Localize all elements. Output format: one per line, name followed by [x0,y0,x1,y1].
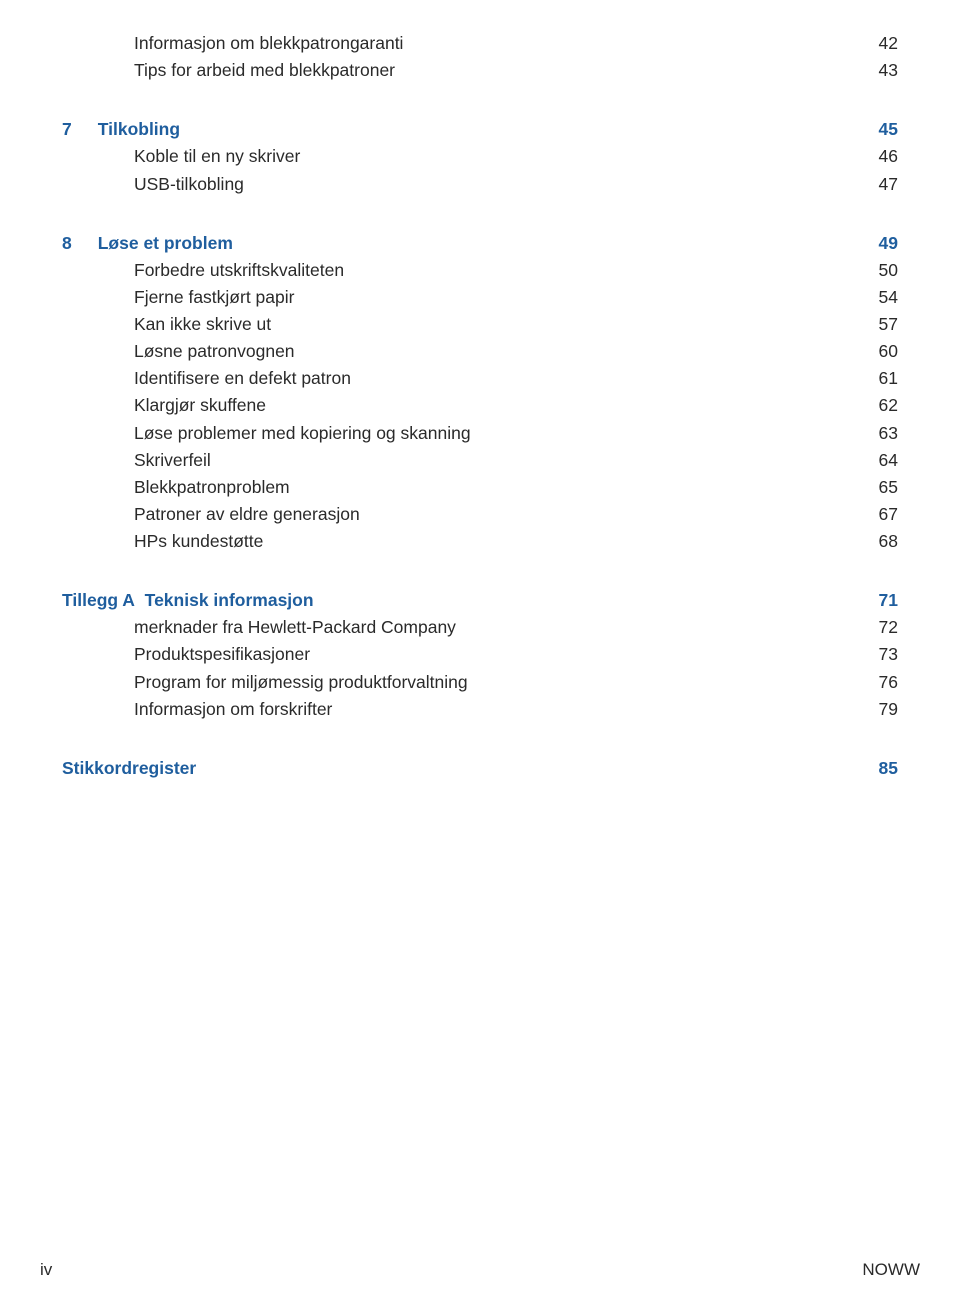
toc-entry-page: 54 [870,284,898,311]
toc-entry-page: 60 [870,338,898,365]
toc-entry[interactable]: Fjerne fastkjørt papir 54 [62,284,898,311]
toc-section-heading[interactable]: Stikkordregister 85 [62,755,898,782]
toc-section-heading[interactable]: Tillegg A Teknisk informasjon 71 [62,587,898,614]
toc-entry-label: Klargjør skuffene [134,392,266,419]
toc-entry[interactable]: Blekkpatronproblem 65 [62,474,898,501]
toc-entry[interactable]: Produktspesifikasjoner 73 [62,641,898,668]
toc-entry[interactable]: Informasjon om blekkpatrongaranti 42 [62,30,898,57]
toc-entry-label: Informasjon om forskrifter [134,696,332,723]
page: Informasjon om blekkpatrongaranti 42 Tip… [0,0,960,1308]
section-title: Stikkordregister [62,755,196,782]
toc-entry[interactable]: Patroner av eldre generasjon 67 [62,501,898,528]
toc-entry-page: 47 [870,171,898,198]
toc-entry-page: 64 [870,447,898,474]
toc-entry-label: Forbedre utskriftskvaliteten [134,257,344,284]
toc-entry-page: 46 [870,143,898,170]
toc-orphan-block: Informasjon om blekkpatrongaranti 42 Tip… [62,30,898,84]
section-number: 8 [62,230,88,257]
toc-entry[interactable]: Informasjon om forskrifter 79 [62,696,898,723]
toc-entry-page: 61 [870,365,898,392]
toc-entry-label: Kan ikke skrive ut [134,311,271,338]
toc-entry-label: Tips for arbeid med blekkpatroner [134,57,395,84]
toc-entry-label: Patroner av eldre generasjon [134,501,360,528]
toc-entry-label: Informasjon om blekkpatrongaranti [134,30,403,57]
toc-entry[interactable]: HPs kundestøtte 68 [62,528,898,555]
toc-entry[interactable]: Identifisere en defekt patron 61 [62,365,898,392]
section-title: Teknisk informasjon [145,587,314,614]
toc-entry-label: Løsne patronvognen [134,338,295,365]
toc-entry-label: Produktspesifikasjoner [134,641,310,668]
toc-entry-page: 57 [870,311,898,338]
toc-entry-page: 68 [870,528,898,555]
toc-entry-label: Skriverfeil [134,447,211,474]
toc-entry-label: Blekkpatronproblem [134,474,290,501]
toc-entry-label: HPs kundestøtte [134,528,263,555]
section-page: 49 [870,230,898,257]
toc-entry-page: 79 [870,696,898,723]
toc-entry-page: 62 [870,392,898,419]
toc-entry-page: 42 [870,30,898,57]
section-page: 45 [870,116,898,143]
toc-entry-page: 73 [870,641,898,668]
toc-entry[interactable]: Koble til en ny skriver 46 [62,143,898,170]
toc-entry[interactable]: Skriverfeil 64 [62,447,898,474]
section-page: 85 [870,755,898,782]
toc-entry[interactable]: Forbedre utskriftskvaliteten 50 [62,257,898,284]
section-page: 71 [870,587,898,614]
toc-entry-page: 43 [870,57,898,84]
toc-entry-label: Løse problemer med kopiering og skanning [134,420,471,447]
toc-entry-page: 65 [870,474,898,501]
toc-entry-page: 63 [870,420,898,447]
toc-entry[interactable]: Program for miljømessig produktforvaltni… [62,669,898,696]
toc-entry[interactable]: Kan ikke skrive ut 57 [62,311,898,338]
toc-entry-page: 50 [870,257,898,284]
toc-entry[interactable]: USB-tilkobling 47 [62,171,898,198]
page-footer: iv NOWW [40,1260,920,1280]
toc-section-heading[interactable]: 8 Løse et problem 49 [62,230,898,257]
toc-section-heading[interactable]: 7 Tilkobling 45 [62,116,898,143]
toc-entry-label: Identifisere en defekt patron [134,365,351,392]
toc-section: 7 Tilkobling 45 Koble til en ny skriver … [62,116,898,197]
toc-entry[interactable]: Løse problemer med kopiering og skanning… [62,420,898,447]
section-number: 7 [62,116,88,143]
toc-entry[interactable]: Løsne patronvognen 60 [62,338,898,365]
toc-entry-page: 67 [870,501,898,528]
toc-entry-label: Koble til en ny skriver [134,143,300,170]
toc-entry-label: Program for miljømessig produktforvaltni… [134,669,468,696]
toc-entry-label: merknader fra Hewlett-Packard Company [134,614,456,641]
footer-right: NOWW [862,1260,920,1280]
toc-entry-label: Fjerne fastkjørt papir [134,284,294,311]
section-number: Tillegg A [62,587,135,614]
section-title: Tilkobling [98,116,180,143]
toc-entry[interactable]: Tips for arbeid med blekkpatroner 43 [62,57,898,84]
toc-entry-label: USB-tilkobling [134,171,244,198]
section-title: Løse et problem [98,230,233,257]
toc-entry[interactable]: merknader fra Hewlett-Packard Company 72 [62,614,898,641]
toc-section: 8 Løse et problem 49 Forbedre utskriftsk… [62,230,898,556]
toc-entry[interactable]: Klargjør skuffene 62 [62,392,898,419]
toc-section: Tillegg A Teknisk informasjon 71 merknad… [62,587,898,723]
toc-entry-page: 76 [870,669,898,696]
footer-page-number: iv [40,1260,52,1280]
toc-entry-page: 72 [870,614,898,641]
toc-section: Stikkordregister 85 [62,755,898,782]
